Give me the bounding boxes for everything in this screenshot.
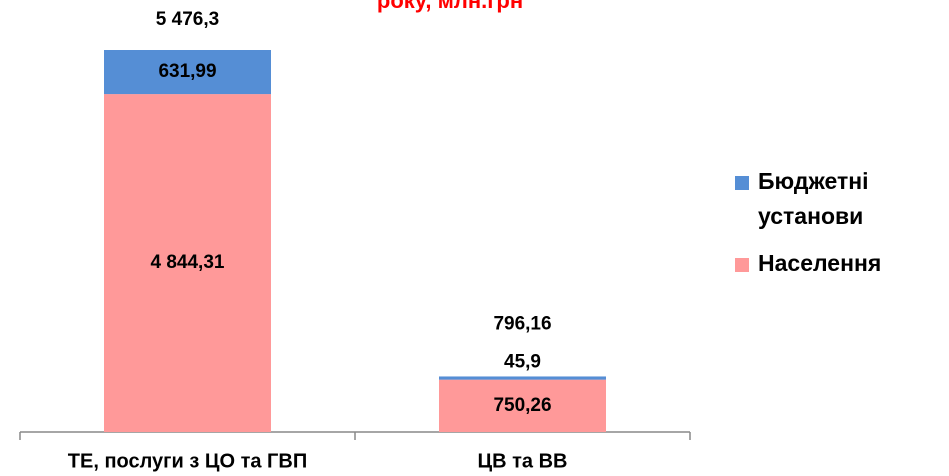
legend-label: Населення (758, 250, 881, 276)
bar-segment (104, 50, 271, 95)
chart-title: року, млн.грн (377, 0, 523, 13)
data-label: 750,26 (493, 395, 551, 416)
bar-segment (104, 94, 271, 433)
data-label: 4 844,31 (151, 252, 225, 273)
legend-label: Бюджетні установи (758, 168, 869, 229)
x-tick-label: ТЕ, послуги з ЦО та ГВП (68, 450, 307, 472)
total-label: 796,16 (493, 313, 551, 334)
total-label: 5 476,3 (156, 9, 219, 30)
legend-swatch (735, 258, 749, 272)
bar-segment (439, 376, 606, 380)
data-label: 631,99 (158, 61, 216, 82)
bar-segment (439, 379, 606, 432)
legend-swatch (735, 176, 749, 190)
x-tick-label: ЦВ та ВВ (478, 450, 568, 472)
data-label: 45,9 (504, 351, 541, 372)
